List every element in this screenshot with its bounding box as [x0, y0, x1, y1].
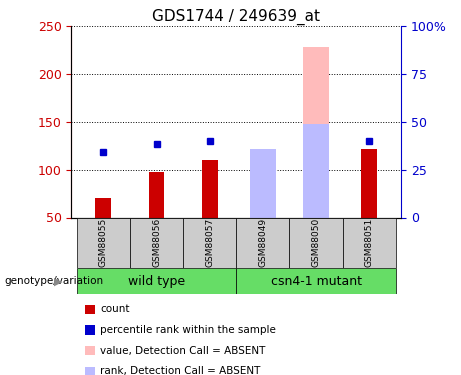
Bar [148, 172, 165, 217]
Text: genotype/variation: genotype/variation [5, 276, 104, 286]
Bar [303, 47, 329, 217]
Text: rank, Detection Call = ABSENT: rank, Detection Call = ABSENT [100, 366, 260, 375]
Text: GSM88057: GSM88057 [205, 218, 214, 267]
Bar [249, 148, 276, 217]
Bar [249, 148, 276, 217]
Bar [130, 217, 183, 268]
Bar [183, 217, 236, 268]
Text: GSM88049: GSM88049 [258, 218, 267, 267]
Text: GSM88051: GSM88051 [365, 218, 374, 267]
Bar [236, 217, 290, 268]
Bar [343, 217, 396, 268]
Bar [77, 217, 130, 268]
Text: csn4-1 mutant: csn4-1 mutant [271, 275, 361, 288]
Text: percentile rank within the sample: percentile rank within the sample [100, 325, 276, 335]
Text: GSM88056: GSM88056 [152, 218, 161, 267]
Bar [95, 198, 111, 217]
Text: GSM88055: GSM88055 [99, 218, 108, 267]
Bar [236, 268, 396, 294]
Text: ▶: ▶ [54, 276, 62, 286]
Text: GSM88050: GSM88050 [312, 218, 320, 267]
Title: GDS1744 / 249639_at: GDS1744 / 249639_at [152, 9, 320, 25]
Bar [290, 217, 343, 268]
Text: count: count [100, 304, 130, 314]
Bar [77, 268, 236, 294]
Bar [303, 124, 329, 218]
Bar [361, 148, 377, 217]
Text: wild type: wild type [128, 275, 185, 288]
Text: value, Detection Call = ABSENT: value, Detection Call = ABSENT [100, 346, 266, 355]
Bar [202, 160, 218, 218]
